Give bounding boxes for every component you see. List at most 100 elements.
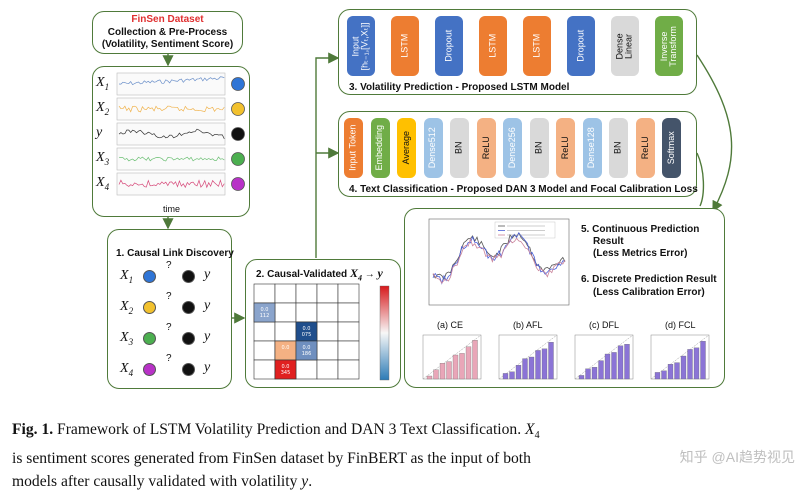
validated-title: 2. Causal-Validated X4 → y (256, 266, 383, 282)
series-dot-x3 (231, 152, 245, 166)
calibration-bar (528, 356, 535, 380)
series-label-x3: X3 (96, 150, 110, 167)
figure-caption: Fig. 1. Framework of LSTM Volatility Pre… (12, 418, 802, 493)
series-label-x4: X4 (96, 175, 110, 192)
calibration-bar (535, 350, 541, 380)
validated-title-prefix: 2. Causal-Validated (256, 269, 350, 280)
matrix-cell (295, 302, 318, 323)
matrix-cell-value: 186 (302, 351, 312, 357)
calibration-chart (422, 334, 482, 380)
dataset-title: FinSen Dataset (131, 14, 204, 25)
calibration-chart (574, 334, 634, 380)
causal-target-dot (182, 363, 195, 376)
dan-block-label: Dense256 (506, 127, 517, 169)
matrix-cell (295, 359, 318, 380)
dan-block-label: ReLU (559, 136, 570, 160)
series-line-x3 (118, 156, 225, 162)
prediction-series-line (432, 237, 566, 284)
dan-block-relu: ReLU (635, 118, 655, 178)
lstm-block-label: Inverse Transform (658, 25, 679, 67)
calibration-bar (433, 369, 439, 380)
calibration-bar (439, 363, 446, 380)
dan-block-label: ReLU (639, 136, 650, 160)
matrix-cell (253, 283, 276, 304)
dan-block-softmax: Softmax (662, 118, 681, 178)
matrix-cell (337, 359, 360, 380)
matrix-cell (337, 283, 360, 304)
series-line-x1 (118, 76, 225, 86)
causal-question-mark: ? (166, 291, 172, 302)
dan-block-label: Dense512 (427, 127, 438, 169)
caption-line2: is sentiment scores generated from FinSe… (12, 450, 531, 468)
matrix-cell-value: 0.0 (303, 345, 311, 351)
causal-target-y: y (204, 329, 211, 344)
dan-block-dense128: Dense128 (582, 118, 602, 178)
dan-block-relu: ReLU (556, 118, 575, 178)
validated-title-y: y (377, 266, 383, 280)
dan-block-relu: ReLU (476, 118, 496, 178)
validated-title-var: X4 (349, 266, 362, 283)
matrix-cell (337, 340, 360, 361)
calibration-bar (700, 341, 706, 380)
causal-discovery-box: 1. Causal Link Discovery X1? y X2? y X3? y X4?… (107, 229, 234, 389)
matrix-cell (316, 302, 339, 323)
dan-block-label: ReLU (480, 136, 491, 160)
matrix-cell (316, 283, 339, 304)
calibration-bar (687, 349, 693, 380)
caption-x4: X (525, 421, 535, 438)
calibration-bar (541, 348, 548, 380)
causal-var-x2: X2 (120, 299, 134, 316)
arrow-dan-to-results (696, 152, 705, 207)
caption-line3: models after causally validated with vol… (12, 470, 802, 493)
calibration-bar (680, 355, 687, 380)
causal-var-x4: X4 (120, 361, 134, 378)
calibration-chart (498, 334, 558, 380)
dan-block-bn: BN (529, 118, 549, 178)
dan-block-bn: BN (450, 118, 469, 178)
lstm-block-lstm: LSTM (523, 16, 551, 76)
calibration-bar (515, 365, 522, 380)
calibration-bar (604, 353, 611, 380)
lstm-block-label: LSTM (487, 33, 498, 59)
lstm-block-label: Dense Linear (614, 32, 634, 60)
calibration-bar (502, 373, 509, 380)
lstm-block-lstm: LSTM (391, 16, 419, 76)
dan-block-input-token: Input Token (344, 118, 363, 178)
lstm-block-dense: Dense Linear (611, 16, 639, 76)
calibration-bar (509, 371, 515, 380)
results-box: 5. Continuous Prediction Result (Less Me… (404, 208, 725, 388)
caption-fig-label: Fig. 1. (12, 421, 54, 438)
caption-line1: Fig. 1. Framework of LSTM Volatility Pre… (12, 418, 802, 447)
series-label-x2: X2 (96, 100, 110, 117)
matrix-cell (316, 340, 339, 361)
dataset-box: FinSen Dataset Collection & Pre-Process … (92, 11, 243, 54)
matrix-cell (253, 321, 276, 342)
result5-line1: 5. Continuous Prediction (581, 224, 700, 235)
result6-line2: (Less Calibration Error) (593, 287, 705, 298)
causal-source-dot (143, 301, 156, 314)
timeseries-box: time X1 X2 y X3 X4 (92, 66, 250, 217)
causal-question-mark: ? (166, 322, 172, 333)
lstm-block-label: Dropout (575, 29, 586, 63)
lstm-block-label: LSTM (531, 33, 542, 59)
lstm-block-dropout: Dropout (435, 16, 463, 76)
calibration-bar (598, 360, 604, 380)
lstm-box: 3. Volatility Prediction - Proposed LSTM… (338, 9, 697, 95)
causal-target-dot (182, 270, 195, 283)
calibration-chart (650, 334, 710, 380)
calibration-bar (452, 354, 459, 380)
causal-source-dot (143, 270, 156, 283)
calibration-bar (617, 345, 624, 380)
dan-block-average: Average (397, 118, 416, 178)
caption-end: . (308, 473, 313, 491)
validated-box: 2. Causal-Validated X4 → y 0.0 112 0.0 075 0… (245, 259, 401, 388)
causal-title: 1. Causal Link Discovery (116, 248, 234, 259)
series-line-x4 (118, 179, 225, 189)
calibration-bar (611, 352, 617, 380)
dan-block-embedding: Embedding (370, 118, 390, 178)
matrix-highlight-cell (274, 359, 297, 380)
calibration-bar (654, 372, 661, 380)
validated-title-sub: 4 (357, 273, 362, 283)
result5-line3: (Less Metrics Error) (593, 248, 688, 259)
causal-source-dot (143, 363, 156, 376)
